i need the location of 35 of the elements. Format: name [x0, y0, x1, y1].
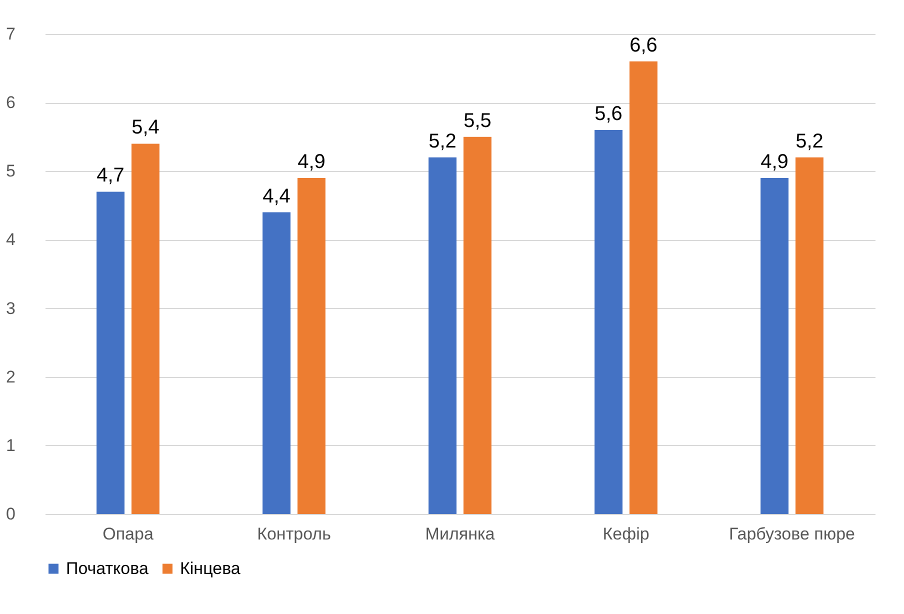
x-tick-label: Контроль — [257, 524, 332, 544]
bar — [262, 212, 291, 514]
bar — [795, 157, 824, 514]
bar — [629, 61, 658, 514]
data-label: 4,9 — [760, 151, 788, 173]
y-tick-label: 3 — [6, 298, 16, 318]
bar — [131, 144, 160, 514]
data-label: 5,4 — [132, 116, 160, 139]
y-tick-label: 1 — [6, 436, 16, 455]
legend-label: Початкова — [66, 558, 149, 578]
bar — [760, 178, 789, 514]
x-tick-label: Милянка — [425, 524, 496, 544]
data-label: 4,4 — [262, 185, 290, 208]
y-tick-label: 4 — [6, 230, 16, 250]
y-tick-label: 0 — [6, 504, 16, 524]
data-label: 5,5 — [464, 110, 492, 132]
y-tick-label: 6 — [6, 93, 16, 112]
y-tick-label: 7 — [6, 24, 16, 44]
data-label: 4,7 — [96, 164, 124, 187]
y-tick-label: 2 — [6, 367, 16, 386]
bar — [463, 136, 492, 514]
bar — [96, 192, 125, 514]
legend-label: Кінцева — [180, 558, 241, 578]
bar — [428, 157, 457, 514]
data-label: 5,2 — [796, 130, 824, 152]
x-tick-label: Гарбузове пюре — [729, 524, 855, 544]
data-label: 4,9 — [298, 151, 326, 173]
data-label: 5,2 — [428, 130, 456, 152]
x-tick-label: Опара — [102, 524, 154, 544]
data-label: 5,6 — [594, 103, 622, 125]
y-tick-label: 5 — [6, 162, 16, 181]
data-label: 6,6 — [630, 34, 658, 56]
bar — [594, 130, 623, 514]
x-tick-label: Кефір — [602, 524, 650, 544]
bar — [297, 178, 326, 514]
